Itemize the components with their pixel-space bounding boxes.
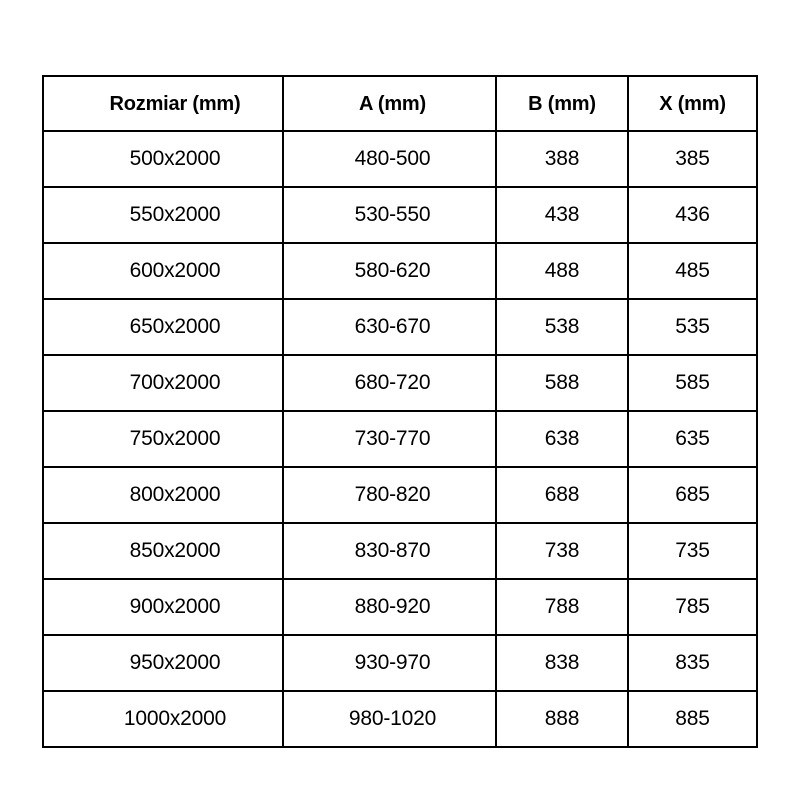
- cell-b: 438: [495, 186, 629, 244]
- table-row: 750x2000 730-770 638 635: [42, 410, 758, 468]
- cell-a: 780-820: [282, 466, 497, 524]
- cell-x: 735: [627, 522, 758, 580]
- cell-a: 880-920: [282, 578, 497, 636]
- column-header-x: X (mm): [627, 75, 758, 132]
- cell-a: 480-500: [282, 130, 497, 188]
- column-header-b: B (mm): [495, 75, 629, 132]
- cell-rozmiar: 850x2000: [42, 522, 284, 580]
- cell-x: 835: [627, 634, 758, 692]
- cell-rozmiar: 750x2000: [42, 410, 284, 468]
- cell-a: 580-620: [282, 242, 497, 300]
- cell-x: 385: [627, 130, 758, 188]
- table-row: 800x2000 780-820 688 685: [42, 466, 758, 524]
- cell-rozmiar: 700x2000: [42, 354, 284, 412]
- cell-x: 785: [627, 578, 758, 636]
- column-header-a: A (mm): [282, 75, 497, 132]
- cell-b: 538: [495, 298, 629, 356]
- cell-a: 530-550: [282, 186, 497, 244]
- table-row: 1000x2000 980-1020 888 885: [42, 690, 758, 748]
- table-row: 650x2000 630-670 538 535: [42, 298, 758, 356]
- cell-rozmiar: 800x2000: [42, 466, 284, 524]
- cell-rozmiar: 550x2000: [42, 186, 284, 244]
- table-row: 850x2000 830-870 738 735: [42, 522, 758, 580]
- column-header-rozmiar: Rozmiar (mm): [42, 75, 284, 132]
- cell-x: 585: [627, 354, 758, 412]
- cell-b: 788: [495, 578, 629, 636]
- cell-b: 588: [495, 354, 629, 412]
- cell-a: 930-970: [282, 634, 497, 692]
- cell-a: 680-720: [282, 354, 497, 412]
- cell-rozmiar: 1000x2000: [42, 690, 284, 748]
- cell-a: 830-870: [282, 522, 497, 580]
- cell-rozmiar: 650x2000: [42, 298, 284, 356]
- table-row: 600x2000 580-620 488 485: [42, 242, 758, 300]
- dimension-spec-table: Rozmiar (mm) A (mm) B (mm) X (mm) 500x20…: [42, 75, 758, 748]
- cell-a: 980-1020: [282, 690, 497, 748]
- table-row: 550x2000 530-550 438 436: [42, 186, 758, 244]
- table-body: 500x2000 480-500 388 385 550x2000 530-550 438 4…: [42, 130, 758, 748]
- table-row: 900x2000 880-920 788 785: [42, 578, 758, 636]
- cell-rozmiar: 950x2000: [42, 634, 284, 692]
- cell-b: 838: [495, 634, 629, 692]
- cell-b: 488: [495, 242, 629, 300]
- cell-a: 630-670: [282, 298, 497, 356]
- cell-b: 388: [495, 130, 629, 188]
- cell-x: 635: [627, 410, 758, 468]
- cell-rozmiar: 900x2000: [42, 578, 284, 636]
- cell-b: 888: [495, 690, 629, 748]
- cell-b: 638: [495, 410, 629, 468]
- table-row: 700x2000 680-720 588 585: [42, 354, 758, 412]
- table-row: 950x2000 930-970 838 835: [42, 634, 758, 692]
- cell-x: 885: [627, 690, 758, 748]
- table-header: Rozmiar (mm) A (mm) B (mm) X (mm): [42, 75, 758, 132]
- cell-x: 436: [627, 186, 758, 244]
- cell-b: 688: [495, 466, 629, 524]
- table-row: 500x2000 480-500 388 385: [42, 130, 758, 188]
- cell-x: 485: [627, 242, 758, 300]
- cell-rozmiar: 600x2000: [42, 242, 284, 300]
- table-header-row: Rozmiar (mm) A (mm) B (mm) X (mm): [42, 75, 758, 132]
- cell-b: 738: [495, 522, 629, 580]
- cell-rozmiar: 500x2000: [42, 130, 284, 188]
- cell-x: 535: [627, 298, 758, 356]
- cell-x: 685: [627, 466, 758, 524]
- spec-table-container: Rozmiar (mm) A (mm) B (mm) X (mm) 500x20…: [42, 75, 758, 748]
- cell-a: 730-770: [282, 410, 497, 468]
